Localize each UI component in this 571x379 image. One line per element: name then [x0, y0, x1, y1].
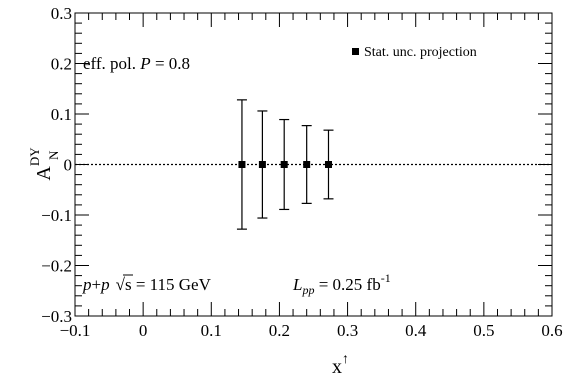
data-point	[258, 161, 266, 168]
x-axis-label-superscript: ↑	[342, 352, 349, 367]
x-axis-label: x↑	[332, 352, 349, 378]
sqrt-s: s	[125, 275, 132, 294]
y-tick-label: 0.1	[51, 105, 72, 124]
collision-p1: p	[82, 275, 92, 294]
svg-text:ADY: ADY	[27, 147, 55, 181]
y-tick-label: 0.3	[51, 4, 72, 23]
data-series	[236, 99, 334, 230]
y-axis-label-superscript: DY	[27, 147, 42, 166]
data-point	[280, 161, 288, 168]
collision-p2: p	[100, 275, 110, 294]
x-tick-label: 0.3	[337, 321, 358, 340]
legend: Stat. unc. projection	[352, 45, 477, 60]
x-tick-label: 0	[139, 321, 148, 340]
luminosity-symbol: L	[292, 275, 302, 294]
x-tick-label: −0.1	[60, 321, 91, 340]
axes: −0.1 0 0.1 0.2 0.3 0.4 0.5 0.6 −0.3 −0.2 −0.1 0 0.1 0…	[41, 4, 562, 340]
y-axis-label-base: A	[33, 166, 55, 181]
legend-label: Stat. unc. projection	[364, 45, 477, 60]
luminosity-subscript: pp	[301, 283, 314, 297]
polarization-prefix: eff. pol.	[83, 54, 140, 73]
sqrt-symbol: √	[116, 275, 126, 294]
y-axis-label-subscript: N	[46, 150, 61, 160]
collision-annotation: p+p √s = 115 GeV	[82, 275, 212, 294]
y-tick-label: 0	[64, 156, 73, 175]
data-point	[324, 161, 332, 168]
luminosity-value: = 0.25 fb	[314, 275, 380, 294]
data-point	[303, 161, 311, 168]
polarization-value: = 0.8	[151, 54, 190, 73]
luminosity-annotation: Lpp = 0.25 fb-1	[292, 271, 391, 297]
y-axis-label: ADY N	[27, 147, 61, 181]
x-tick-label: 0.6	[541, 321, 562, 340]
polarization-symbol: P	[139, 54, 150, 73]
x-axis-label-base: x	[332, 356, 342, 378]
collision-energy: = 115 GeV	[132, 275, 212, 294]
x-tick-label: 0.5	[473, 321, 494, 340]
polarization-annotation: eff. pol. P = 0.8	[83, 54, 190, 73]
y-tick-label: −0.2	[41, 257, 72, 276]
collision-plus: +	[92, 275, 102, 294]
y-tick-label: −0.3	[41, 307, 72, 326]
y-tick-label: 0.2	[51, 55, 72, 74]
legend-marker	[352, 48, 359, 55]
y-tick-label: −0.1	[41, 206, 72, 225]
data-point	[238, 161, 246, 168]
x-tick-label: 0.4	[405, 321, 427, 340]
x-tick-label: 0.1	[201, 321, 222, 340]
x-tick-label: 0.2	[269, 321, 290, 340]
luminosity-superscript: -1	[381, 271, 391, 285]
